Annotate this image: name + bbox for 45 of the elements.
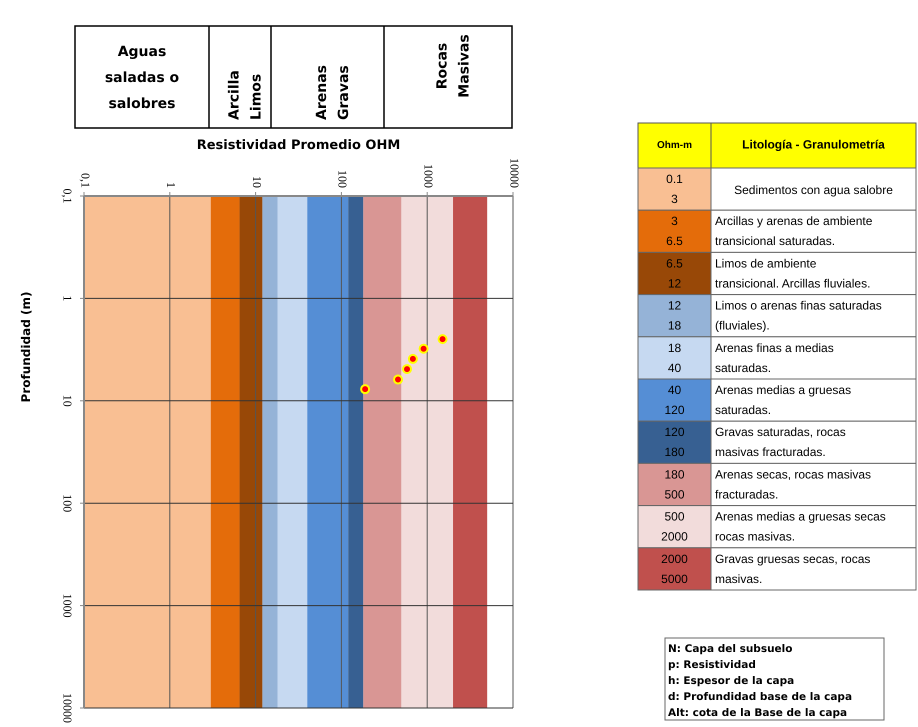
text: Rocas Masivas [434, 34, 473, 98]
category-label: Arenas finas a medias saturadas. [715, 340, 834, 375]
x-tick-label: 1000 [421, 164, 436, 188]
x-tick-label: 0,1 [78, 173, 92, 188]
category-label: Sedimentos con agua salobre [734, 183, 894, 197]
category-label: Arenas medias a gruesas saturadas. [715, 383, 852, 417]
y-axis-title: Profundidad (m) [19, 292, 33, 402]
category-label: Gravas saturadas, rocas masivas fracturadas. [715, 425, 846, 460]
category-label: Arcillas y arenas de ambiente transicional saturadas. [715, 214, 873, 248]
text: Alt: cota de la Base de la capa [668, 707, 848, 719]
text: 18 40 [668, 340, 682, 375]
category-label: Arenas medias a gruesas secas rocas masivas. [715, 510, 886, 544]
x-tick-label: 100 [336, 170, 350, 188]
y-tick-label: 10 [60, 394, 74, 407]
x-tick-label: 10000 [507, 158, 522, 188]
y-tick-label: 1000 [60, 594, 74, 618]
x-axis-title: Resistividad Promedio OHM [196, 138, 400, 153]
text: 12 18 [668, 298, 682, 333]
x-tick-label: 10 [250, 176, 264, 188]
text: Aguas saladas o salobres [104, 44, 180, 112]
text: 3 6.5 [666, 214, 683, 248]
category-label: Limos o arenas finas saturadas (fluviales). [715, 298, 882, 333]
text: p: Resistividad [668, 659, 756, 671]
text: 40 120 [664, 383, 685, 417]
y-tick-label: 1 [60, 295, 74, 302]
text: d: Profundidad base de la capa [668, 691, 852, 703]
y-tick-label: 100 [60, 494, 74, 512]
text: 6.5 12 [666, 256, 683, 290]
text: 0.1 3 [666, 172, 683, 206]
text: 2000 5000 [661, 552, 688, 586]
text: Arcilla Limos [226, 70, 265, 120]
text: Arenas Gravas [314, 65, 352, 120]
category-label: Limos de ambiente transicional. Arcillas fluviales. [715, 256, 870, 290]
text: 120 180 [664, 425, 685, 460]
text: 180 500 [664, 467, 685, 502]
category-label: Arenas secas, rocas masivas fracturadas. [715, 467, 872, 502]
category-label: Gravas gruesas secas, rocas masivas. [715, 552, 870, 586]
text: 500 2000 [661, 510, 688, 544]
text: h: Espesor de la capa [668, 675, 794, 687]
y-tick-label: 0,1 [60, 188, 74, 204]
text: N: Capa del subsuelo [668, 643, 792, 655]
text: Ohm-m [657, 140, 692, 152]
text: Litología - Granulometría [742, 138, 886, 152]
x-tick-label: 1 [164, 182, 178, 188]
y-tick-label: 10000 [60, 693, 74, 723]
